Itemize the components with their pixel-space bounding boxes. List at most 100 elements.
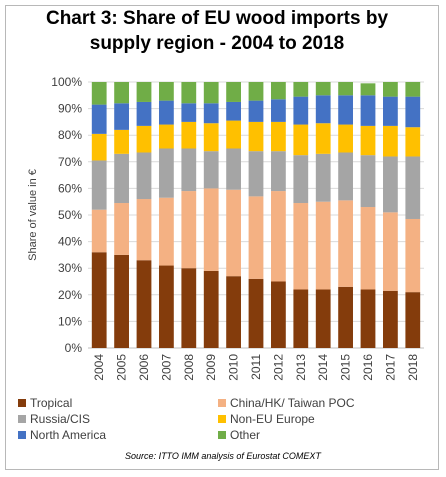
bar-segment-other-2005 <box>114 82 129 104</box>
bar-segment-russia-cis-2015 <box>338 152 353 201</box>
bar-segment-other-2008 <box>181 82 197 104</box>
y-tick-label: 90% <box>58 102 82 116</box>
bar-segment-china-hk-taiwan-poc-2009 <box>203 188 219 271</box>
bar-segment-north-america-2018 <box>405 96 421 128</box>
x-tick-label: 2014 <box>316 354 330 381</box>
bar-segment-china-hk-taiwan-poc-2014 <box>315 201 331 290</box>
bar-segment-non-eu-europe-2013 <box>293 124 309 156</box>
bar-segment-north-america-2010 <box>226 101 241 121</box>
bar-segment-other-2004 <box>91 82 107 105</box>
x-tick-label: 2018 <box>406 354 420 381</box>
bar-segment-non-eu-europe-2006 <box>136 125 152 153</box>
bar-segment-north-america-2013 <box>293 96 309 125</box>
bar-segment-other-2016 <box>360 83 376 96</box>
x-tick-label: 2015 <box>339 354 353 381</box>
y-tick-label: 40% <box>58 235 82 249</box>
bar-segment-tropical-2008 <box>181 268 197 348</box>
x-tick-label: 2010 <box>227 354 241 381</box>
bar-segment-north-america-2011 <box>248 100 264 122</box>
bar-segment-non-eu-europe-2010 <box>226 120 241 149</box>
bar-segment-non-eu-europe-2016 <box>360 125 376 156</box>
y-axis-title: Share of value in € <box>27 169 39 261</box>
bar-segment-other-2018 <box>405 82 421 97</box>
bar-segment-russia-cis-2016 <box>360 155 376 208</box>
bar-segment-north-america-2004 <box>91 104 107 134</box>
x-tick-label: 2011 <box>249 354 263 380</box>
bar-segment-tropical-2006 <box>136 260 152 348</box>
x-tick-label: 2008 <box>182 354 196 381</box>
bar-segment-other-2007 <box>159 82 174 101</box>
bar-segment-tropical-2017 <box>383 290 398 348</box>
x-tick-label: 2017 <box>383 354 397 381</box>
bar-segment-non-eu-europe-2015 <box>338 124 353 153</box>
bar-segment-tropical-2009 <box>203 270 219 348</box>
bar-segment-china-hk-taiwan-poc-2004 <box>91 209 107 253</box>
bar-segment-non-eu-europe-2008 <box>181 121 197 149</box>
bar-segment-tropical-2016 <box>360 289 376 348</box>
bar-segment-china-hk-taiwan-poc-2010 <box>226 189 241 277</box>
y-tick-label: 60% <box>58 181 82 195</box>
bar-segment-other-2017 <box>383 82 398 97</box>
bar-segment-tropical-2005 <box>114 254 129 348</box>
bar-segment-russia-cis-2007 <box>159 148 174 198</box>
bar-segment-north-america-2015 <box>338 95 353 125</box>
bar-segment-tropical-2004 <box>91 252 107 348</box>
bar-segment-north-america-2008 <box>181 103 197 122</box>
bar-segment-non-eu-europe-2004 <box>91 133 107 161</box>
bar-segment-russia-cis-2013 <box>293 155 309 204</box>
bar-segment-north-america-2007 <box>159 100 174 125</box>
bar-segment-china-hk-taiwan-poc-2015 <box>338 200 353 287</box>
bar-segment-russia-cis-2014 <box>315 153 331 202</box>
bar-segment-other-2012 <box>271 82 286 100</box>
bar-segment-tropical-2010 <box>226 276 241 348</box>
chart-title: Chart 3: Share of EU wood imports by sup… <box>45 8 389 54</box>
bar-segment-china-hk-taiwan-poc-2018 <box>405 218 421 293</box>
bar-segment-non-eu-europe-2005 <box>114 129 129 154</box>
bar-segment-non-eu-europe-2018 <box>405 127 421 157</box>
bar-segment-north-america-2005 <box>114 103 129 130</box>
bar-segment-russia-cis-2008 <box>181 148 197 192</box>
bar-segment-other-2015 <box>338 82 353 96</box>
bar-segment-tropical-2014 <box>315 289 331 348</box>
bar-segment-china-hk-taiwan-poc-2016 <box>360 207 376 290</box>
y-tick-label: 0% <box>65 341 83 355</box>
bar-segment-non-eu-europe-2007 <box>159 124 174 149</box>
bar-segment-russia-cis-2006 <box>136 152 152 200</box>
bar-segment-russia-cis-2010 <box>226 148 241 190</box>
x-tick-label: 2012 <box>271 354 285 381</box>
bar-segment-north-america-2014 <box>315 95 331 124</box>
bar-segment-china-hk-taiwan-poc-2012 <box>271 191 286 282</box>
bar-segment-north-america-2017 <box>383 96 398 126</box>
bar-segment-china-hk-taiwan-poc-2007 <box>159 197 174 266</box>
bar-segment-china-hk-taiwan-poc-2017 <box>383 212 398 291</box>
bar-segment-non-eu-europe-2011 <box>248 121 264 152</box>
y-tick-label: 80% <box>58 128 82 142</box>
bar-segment-tropical-2018 <box>405 292 421 348</box>
bar-segment-other-2011 <box>248 82 264 101</box>
bar-segment-china-hk-taiwan-poc-2008 <box>181 191 197 269</box>
bar-segment-china-hk-taiwan-poc-2006 <box>136 199 152 261</box>
bar-segment-tropical-2015 <box>338 286 353 348</box>
y-tick-label: 10% <box>58 314 82 328</box>
bar-segment-non-eu-europe-2009 <box>203 123 219 152</box>
bar-segment-russia-cis-2012 <box>271 151 286 192</box>
bar-segment-other-2013 <box>293 82 309 97</box>
bar-segment-tropical-2007 <box>159 265 174 348</box>
bar-segment-north-america-2006 <box>136 101 152 126</box>
x-tick-label: 2013 <box>294 354 308 381</box>
y-tick-label: 20% <box>58 288 82 302</box>
bar-segment-russia-cis-2004 <box>91 160 107 210</box>
x-tick-label: 2005 <box>115 354 129 381</box>
x-tick-label: 2009 <box>204 354 218 381</box>
bar-segment-non-eu-europe-2014 <box>315 123 331 154</box>
chart-source-note: Source: ITTO IMM analysis of Eurostat CO… <box>125 451 321 461</box>
bar-segment-russia-cis-2011 <box>248 151 264 197</box>
bar-segment-other-2010 <box>226 82 241 102</box>
y-tick-label: 100% <box>51 75 82 89</box>
bar-segment-russia-cis-2017 <box>383 156 398 213</box>
y-tick-label: 50% <box>58 208 82 222</box>
bar-segment-tropical-2012 <box>271 281 286 348</box>
bar-segment-other-2006 <box>136 82 152 102</box>
x-tick-label: 2016 <box>361 354 375 381</box>
